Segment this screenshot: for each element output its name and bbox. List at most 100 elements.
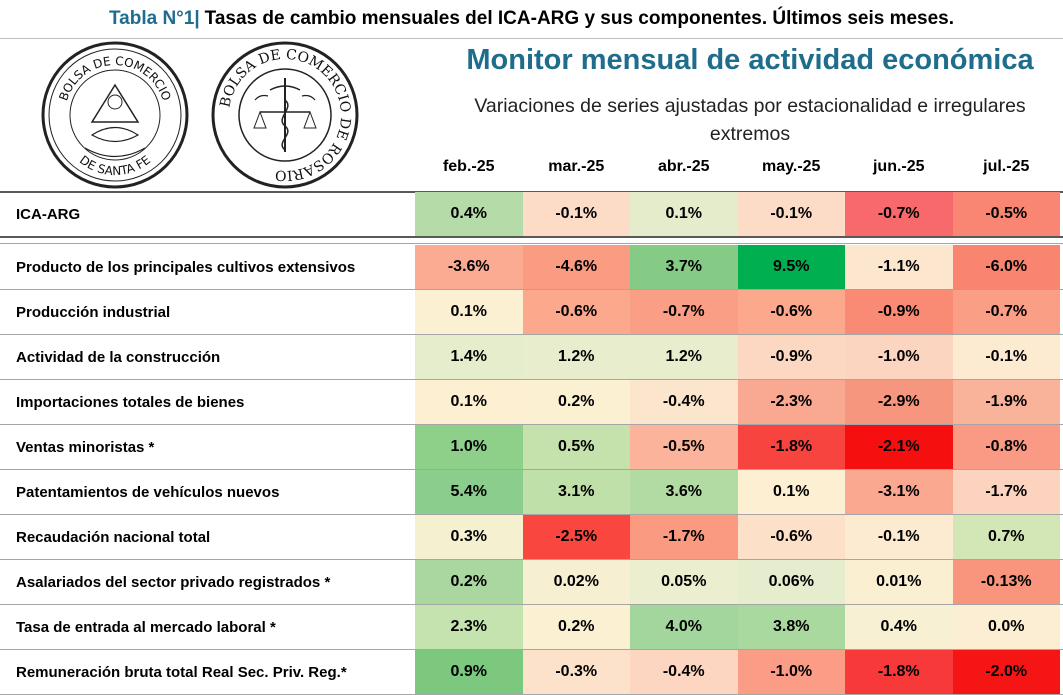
month-header: may.-25 (762, 158, 821, 175)
table-title: Tabla N°1| Tasas de cambio mensuales del… (0, 0, 1063, 39)
value-cell: -1.7% (952, 470, 1060, 514)
table-row-ica-arg: ICA-ARG 0.4% -0.1% 0.1% -0.1% -0.7% -0.5% (0, 192, 1063, 236)
value-cell: -0.13% (952, 560, 1060, 604)
value-cell: -0.6% (737, 515, 845, 559)
value-cell: 0.0% (952, 605, 1060, 649)
value-cell: -2.5% (522, 515, 630, 559)
value-cell: 2.3% (415, 605, 523, 649)
table-row: Tasa de entrada al mercado laboral * 2.3%… (0, 605, 1063, 649)
value-cell: -3.1% (845, 470, 953, 514)
value-cell: 0.7% (952, 515, 1060, 559)
row-label: Importaciones totales de bienes (16, 393, 245, 411)
table-row: Producción industrial 0.1% -0.6% -0.7% -0.6%… (0, 290, 1063, 334)
value-cell: 0.1% (415, 380, 523, 424)
value-cell: -3.6% (415, 245, 523, 289)
value-cell: -0.1% (845, 515, 953, 559)
table-row: Actividad de la construcción 1.4% 1.2% 1.2%… (0, 335, 1063, 379)
value-cell: 0.1% (630, 192, 738, 236)
value-cell: -2.3% (737, 380, 845, 424)
table-row: Recaudación nacional total 0.3% -2.5% -1.7%… (0, 515, 1063, 559)
row-label: Tasa de entrada al mercado laboral * (16, 618, 276, 636)
value-cell: 1.2% (522, 335, 630, 379)
value-cell: 0.2% (415, 560, 523, 604)
value-cell: 1.0% (415, 425, 523, 469)
value-cell: -1.8% (737, 425, 845, 469)
value-cell: -0.7% (952, 290, 1060, 334)
row-label: Patentamientos de vehículos nuevos (16, 483, 280, 501)
value-cell: -0.8% (952, 425, 1060, 469)
logos: BOLSA DE COMERCIO DE SANTA FE BOLSA DE C… (40, 40, 360, 190)
value-cell: -2.0% (952, 650, 1060, 694)
row-label: Recaudación nacional total (16, 528, 211, 546)
value-cell: 3.6% (630, 470, 738, 514)
value-cell: 0.01% (845, 560, 953, 604)
value-cell: -0.5% (630, 425, 738, 469)
value-cell: 0.4% (415, 192, 523, 236)
table-row: Asalariados del sector privado registrad… (0, 560, 1063, 604)
row-divider (0, 236, 1063, 238)
value-cell: -0.1% (952, 335, 1060, 379)
value-cell: -0.1% (522, 192, 630, 236)
value-cell: 0.4% (845, 605, 953, 649)
value-cell: 0.2% (522, 605, 630, 649)
value-cell: 1.2% (630, 335, 738, 379)
value-cell: 0.06% (737, 560, 845, 604)
row-divider (0, 424, 1063, 425)
table-row: Importaciones totales de bienes 0.1% 0.2% -… (0, 380, 1063, 424)
value-cell: -0.4% (630, 650, 738, 694)
report-heading: Monitor mensual de actividad económica (466, 44, 1034, 76)
month-header: abr.-25 (657, 158, 710, 175)
row-label: Producción industrial (16, 303, 171, 321)
value-cell: -2.9% (845, 380, 953, 424)
value-cell: 1.4% (415, 335, 523, 379)
value-cell: -2.1% (845, 425, 953, 469)
value-cell: -6.0% (952, 245, 1060, 289)
value-cell: 9.5% (737, 245, 845, 289)
value-cell: 0.2% (522, 380, 630, 424)
value-cell: 0.05% (630, 560, 738, 604)
table-caption: Tasas de cambio mensuales del ICA-ARG y … (204, 8, 955, 29)
table-row: Ventas minoristas * 1.0% 0.5% -0.5% -1.8% -2.… (0, 425, 1063, 469)
value-cell: -0.5% (952, 192, 1060, 236)
row-label: Asalariados del sector privado registrad… (16, 573, 331, 591)
value-cell: -0.9% (845, 290, 953, 334)
value-cell: 0.5% (522, 425, 630, 469)
row-divider (0, 604, 1063, 605)
row-label: Remuneración bruta total Real Sec. Priv.… (16, 663, 347, 681)
table-row: Patentamientos de vehículos nuevos 5.4% 3.… (0, 470, 1063, 514)
value-cell: 0.1% (737, 470, 845, 514)
value-cell: -0.7% (630, 290, 738, 334)
row-divider (0, 649, 1063, 650)
value-cell: -0.7% (845, 192, 953, 236)
value-cell: 3.8% (737, 605, 845, 649)
value-cell: -1.0% (737, 650, 845, 694)
value-cell: -0.1% (737, 192, 845, 236)
month-header: jul.-25 (983, 158, 1030, 175)
value-cell: -0.3% (522, 650, 630, 694)
value-cell: 0.02% (522, 560, 630, 604)
row-divider (0, 559, 1063, 560)
value-cell: -0.4% (630, 380, 738, 424)
month-header-row: feb.-25 mar.-25 abr.-25 may.-25 jun.-25 … (415, 158, 1060, 176)
row-divider (0, 514, 1063, 515)
value-cell: -0.9% (737, 335, 845, 379)
month-header: feb.-25 (442, 158, 495, 175)
row-label: ICA-ARG (16, 205, 81, 223)
value-cell: -1.1% (845, 245, 953, 289)
row-label: Actividad de la construcción (16, 348, 221, 366)
row-label: Ventas minoristas * (16, 438, 155, 456)
value-cell: 0.3% (415, 515, 523, 559)
row-divider (0, 469, 1063, 470)
value-cell: -1.8% (845, 650, 953, 694)
value-cell: 0.1% (415, 290, 523, 334)
table-row: Remuneración bruta total Real Sec. Priv.… (0, 650, 1063, 694)
value-cell: 5.4% (415, 470, 523, 514)
bolsa-santa-fe-seal-icon: BOLSA DE COMERCIO DE SANTA FE (41, 41, 189, 189)
value-cell: -4.6% (522, 245, 630, 289)
value-cell: -1.0% (845, 335, 953, 379)
bolsa-rosario-seal-icon: BOLSA DE COMERCIO DE ROSARIO (211, 41, 359, 189)
report-subheading: Variaciones de series ajustadas por esta… (474, 95, 1026, 145)
row-divider (0, 289, 1063, 290)
row-divider (0, 334, 1063, 335)
row-divider (0, 379, 1063, 380)
